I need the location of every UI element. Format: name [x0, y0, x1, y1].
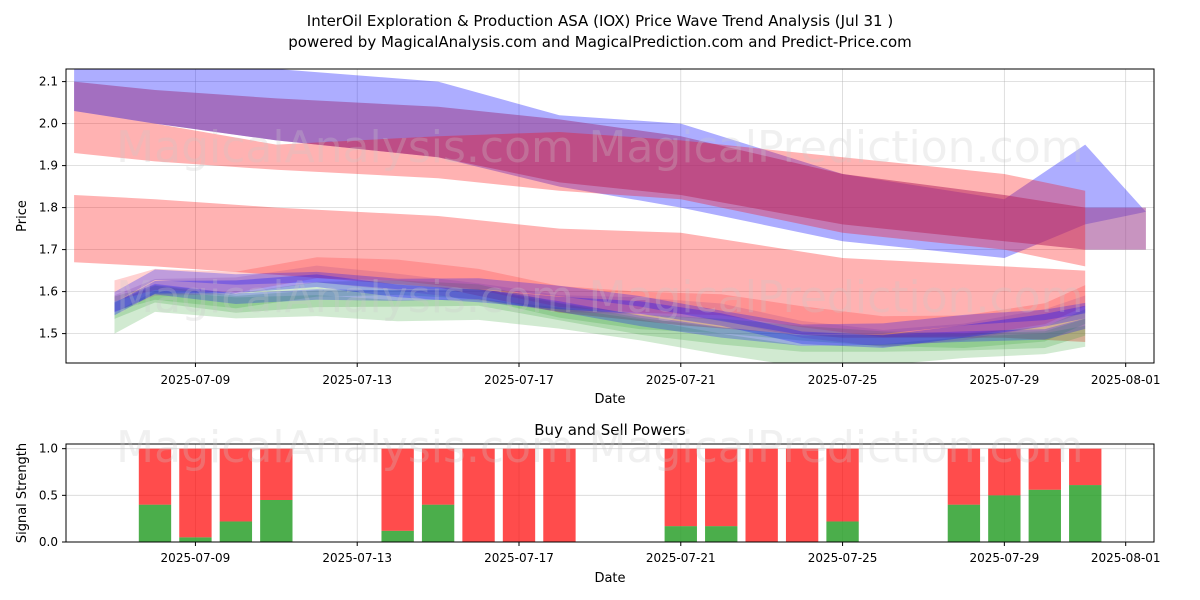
- buy-bar: [381, 530, 414, 542]
- sell-bar: [664, 448, 697, 527]
- x-tick-label: 2025-07-17: [484, 551, 554, 565]
- buy-bar: [664, 526, 697, 542]
- y-tick-label: 1.8: [39, 201, 58, 215]
- buy-bar: [705, 526, 738, 542]
- wave-band: [114, 269, 1086, 335]
- x-tick-label: 2025-07-13: [322, 373, 392, 387]
- sell-bar: [988, 448, 1021, 496]
- watermark-prediction-bottom: MagicalPrediction.com: [589, 422, 1084, 473]
- x-tick-label: 2025-07-13: [322, 551, 392, 565]
- sell-bar: [179, 448, 212, 538]
- sell-bar: [947, 448, 981, 505]
- x-tick-label: 2025-07-29: [969, 551, 1039, 565]
- y-tick-label: 0.5: [39, 488, 58, 502]
- y-axis-label: Price: [15, 200, 30, 232]
- y-tick-label: 2.1: [39, 75, 58, 89]
- watermark-prediction-top: MagicalPrediction.com: [589, 122, 1084, 173]
- sell-bar: [219, 448, 253, 522]
- band-red-lower-band: [74, 195, 1086, 342]
- wave-band: [114, 285, 1086, 352]
- y-tick-label: 1.6: [39, 285, 58, 299]
- band-purple-upper-band: [74, 81, 1146, 250]
- price-bands: [74, 69, 1146, 363]
- sell-bar: [543, 448, 576, 542]
- wave-band: [114, 283, 1086, 346]
- y-tick-label: 1.7: [39, 243, 58, 257]
- signal-axes-frame: [65, 443, 1155, 543]
- y-axis-label: Signal Strength: [15, 443, 30, 543]
- x-tick-label: 2025-07-17: [484, 373, 554, 387]
- buy-bar: [421, 504, 455, 542]
- sell-bar: [502, 448, 536, 542]
- wave-band: [114, 265, 1086, 347]
- wave-band: [114, 274, 1086, 348]
- sell-bar: [705, 448, 738, 527]
- sell-bar: [1028, 448, 1061, 490]
- buy-bar: [988, 495, 1021, 542]
- x-tick-label: 2025-08-01: [1091, 373, 1161, 387]
- sell-bar: [745, 448, 778, 542]
- price-chart: 2025-07-09 2025-07-13 2025-07-17 2025-07-21…: [15, 68, 1161, 407]
- wave-band: [114, 280, 1086, 348]
- buy-bar: [260, 500, 293, 542]
- sell-bar: [138, 448, 172, 505]
- x-tick-label: 2025-08-01: [1091, 551, 1161, 565]
- watermark-analysis-top: MagicalAnalysis.com: [116, 122, 574, 173]
- sell-bar: [785, 448, 819, 542]
- x-tick-label: 2025-07-09: [161, 373, 231, 387]
- x-tick-label: 2025-07-09: [161, 551, 231, 565]
- sell-bar: [381, 448, 414, 531]
- y-tick-label: 1.0: [39, 442, 58, 456]
- wave-band: [114, 290, 1086, 363]
- price-axes-frame: [65, 68, 1155, 364]
- y-tick-label: 2.0: [39, 117, 58, 131]
- x-tick-label: 2025-07-25: [808, 373, 878, 387]
- band-red-upper-band: [74, 111, 1086, 267]
- buy-bar: [1069, 485, 1102, 542]
- x-axis-label: Date: [594, 571, 625, 586]
- sell-bar: [826, 448, 859, 522]
- x-tick-label: 2025-07-21: [646, 551, 716, 565]
- sell-bar: [462, 448, 495, 542]
- buy-bar: [219, 521, 253, 542]
- watermark-prediction-mid: MagicalPrediction.com: [589, 272, 1084, 323]
- sell-bar: [421, 448, 455, 505]
- buy-bar: [179, 537, 212, 542]
- y-tick-label: 1.9: [39, 159, 58, 173]
- buy-bar: [138, 504, 172, 542]
- y-tick-label: 1.5: [39, 327, 58, 341]
- x-tick-label: 2025-07-29: [969, 373, 1039, 387]
- buy-sell-chart: 2025-07-09 2025-07-13 2025-07-17 2025-07-21…: [15, 421, 1161, 586]
- x-tick-label: 2025-07-21: [646, 373, 716, 387]
- sell-bar: [1069, 448, 1102, 486]
- watermark-analysis-mid: MagicalAnalysis.com: [116, 272, 574, 323]
- wave-band: [114, 257, 1086, 338]
- chart-title-line2: powered by MagicalAnalysis.com and Magic…: [288, 33, 912, 51]
- watermark-analysis-bottom: MagicalAnalysis.com: [116, 422, 574, 473]
- y-tick-label: 0.0: [39, 535, 58, 549]
- x-axis-label: Date: [594, 392, 625, 407]
- buy-bar: [947, 504, 981, 542]
- buy-bar: [826, 521, 859, 542]
- x-tick-label: 2025-07-25: [808, 551, 878, 565]
- sell-bar: [260, 448, 293, 500]
- buy-sell-title: Buy and Sell Powers: [534, 421, 686, 439]
- buy-bar: [1028, 489, 1061, 542]
- chart-title-line1: InterOil Exploration & Production ASA (I…: [307, 12, 893, 30]
